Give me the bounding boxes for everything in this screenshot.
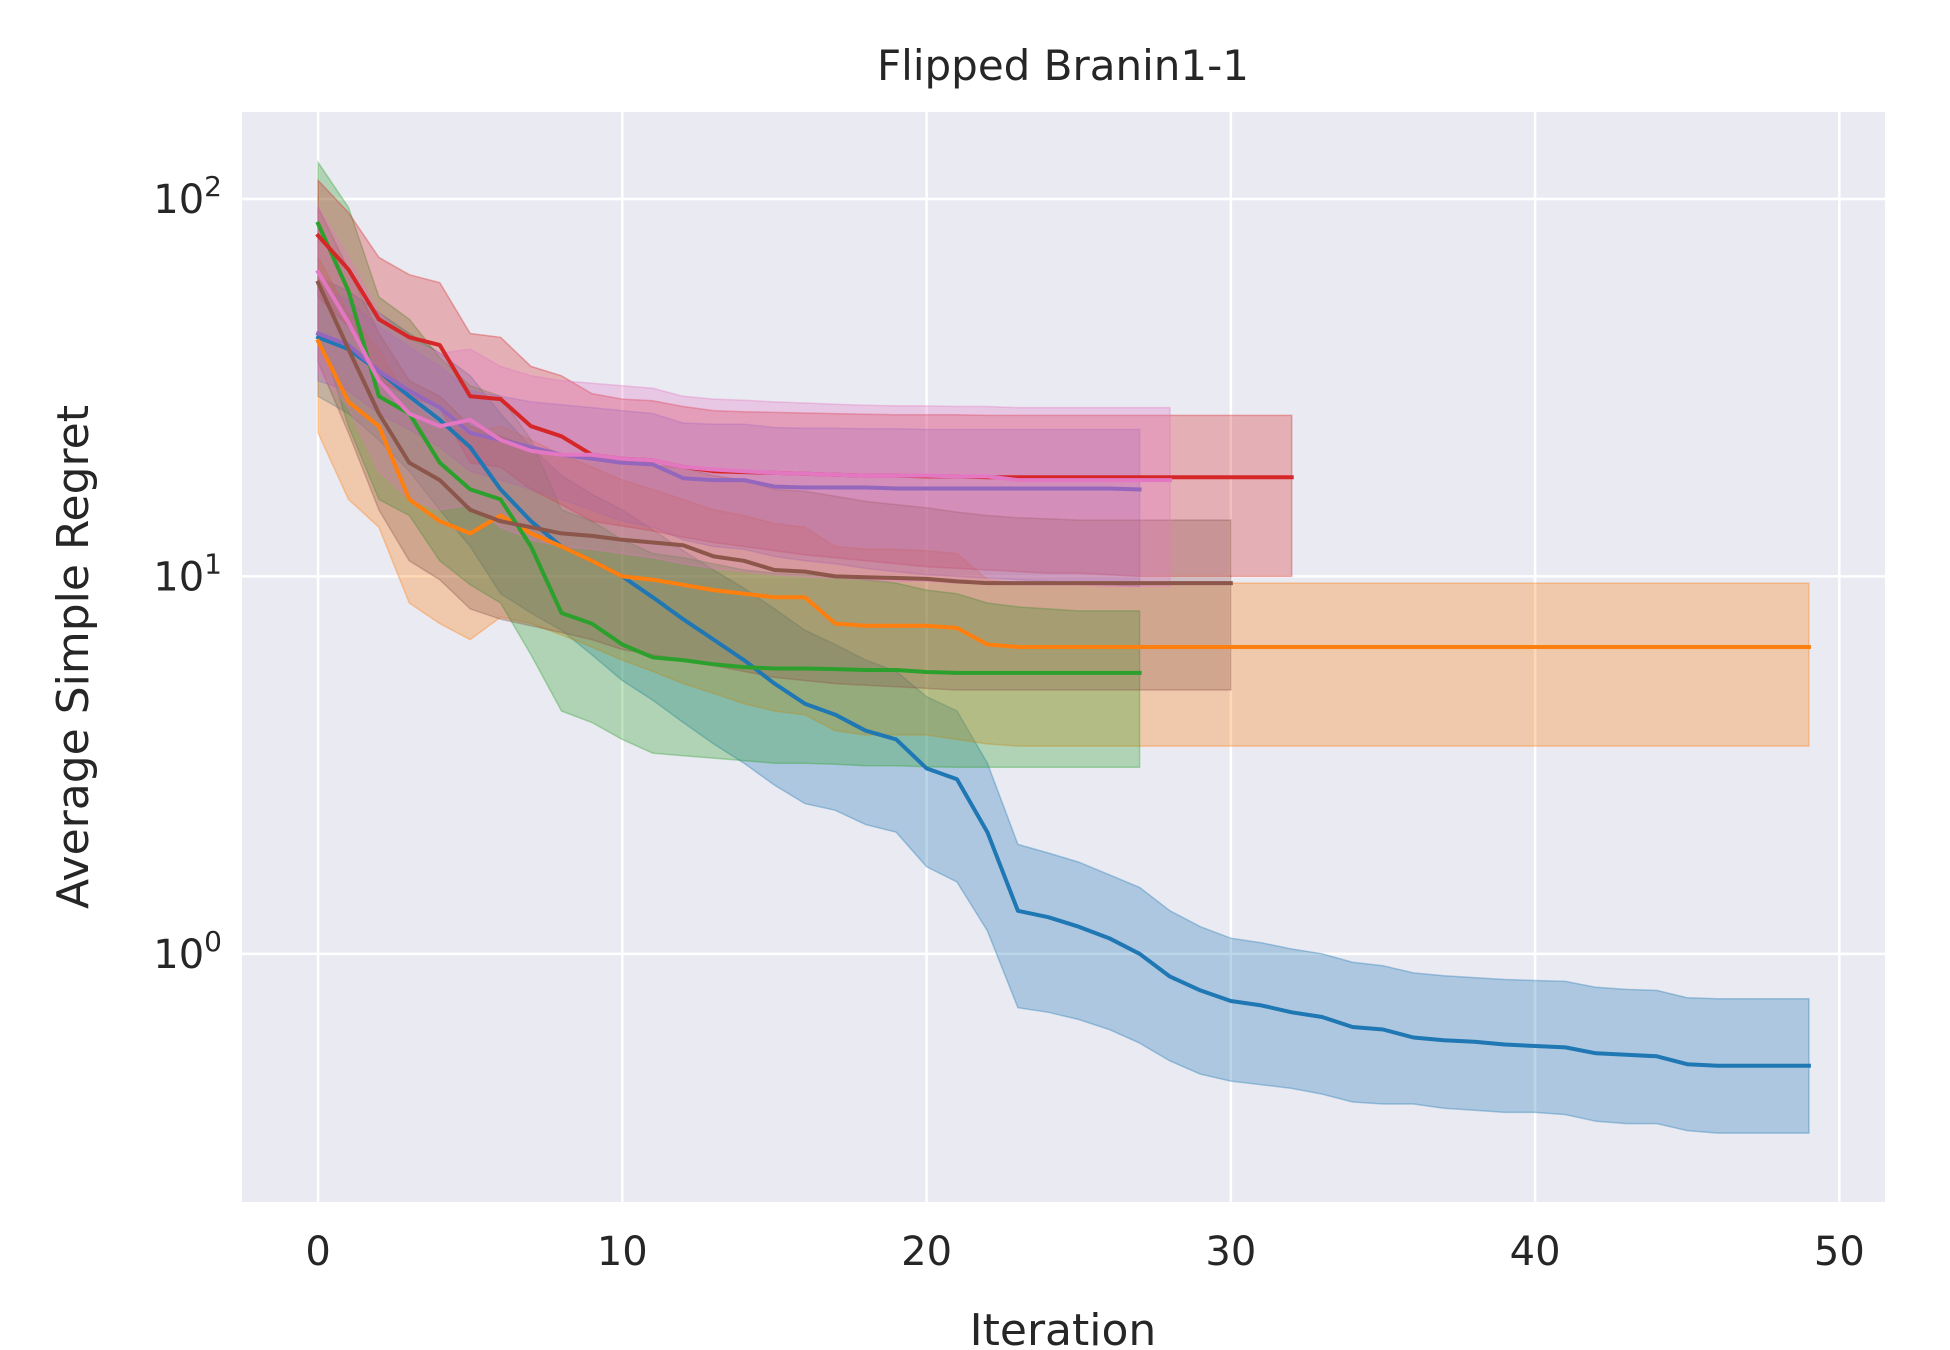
series-6-line	[315, 269, 1172, 483]
x-axis-label: Iteration	[970, 1305, 1157, 1350]
y-axis-label: Average Simple Regret	[48, 405, 99, 909]
series-lines	[315, 221, 1811, 1068]
x-tick-labels: 0 10 20 30 40 50	[305, 1229, 1864, 1275]
y-tick-label: 100	[153, 925, 222, 978]
y-tick-label: 102	[153, 170, 222, 223]
x-tick-label: 30	[1205, 1229, 1256, 1275]
y-tick-labels: 100 101 102	[153, 170, 222, 978]
series-1-line	[315, 338, 1811, 649]
series-6-band	[317, 204, 1171, 588]
grid	[242, 112, 1885, 1202]
series-2-band	[317, 159, 1141, 769]
x-tick-label: 10	[597, 1229, 648, 1275]
x-tick-label: 0	[305, 1229, 330, 1275]
chart-title: Flipped Branin1-1	[877, 41, 1249, 90]
x-tick-label: 20	[901, 1229, 952, 1275]
x-tick-label: 40	[1510, 1229, 1561, 1275]
plot-area	[242, 112, 1885, 1202]
series-0-band	[317, 276, 1810, 1134]
series-2-line	[315, 221, 1142, 675]
series-4-band	[317, 287, 1141, 588]
y-tick-label: 101	[153, 547, 222, 600]
x-tick-label: 50	[1814, 1229, 1865, 1275]
series-5-line	[315, 280, 1233, 586]
series-4-line	[315, 330, 1142, 492]
